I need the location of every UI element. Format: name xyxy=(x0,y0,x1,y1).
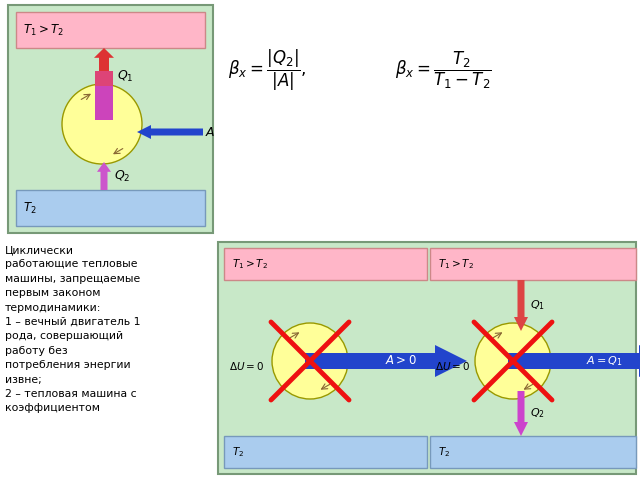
Bar xyxy=(16,190,205,226)
Polygon shape xyxy=(94,48,114,76)
Text: $A = Q_1$: $A = Q_1$ xyxy=(586,354,623,368)
Bar xyxy=(224,436,427,468)
Text: $Q_2$: $Q_2$ xyxy=(114,168,131,183)
Text: $\beta_x = \dfrac{|Q_2|}{|A|},$: $\beta_x = \dfrac{|Q_2|}{|A|},$ xyxy=(228,48,307,93)
Text: $T_1 > T_2$: $T_1 > T_2$ xyxy=(232,257,268,271)
Bar xyxy=(95,76,113,120)
Bar xyxy=(16,12,205,48)
Text: $T_2$: $T_2$ xyxy=(23,201,36,216)
Bar xyxy=(430,248,636,280)
Text: $A > 0$: $A > 0$ xyxy=(385,355,417,368)
Polygon shape xyxy=(514,391,528,436)
Bar xyxy=(430,436,636,468)
Bar xyxy=(95,71,113,86)
Bar xyxy=(218,242,636,474)
Text: $T_2$: $T_2$ xyxy=(438,445,450,459)
Bar xyxy=(8,5,213,233)
Text: $T_1 > T_2$: $T_1 > T_2$ xyxy=(438,257,474,271)
Text: $A$: $A$ xyxy=(205,125,215,139)
Polygon shape xyxy=(514,280,528,331)
Polygon shape xyxy=(305,345,467,377)
Circle shape xyxy=(272,323,348,399)
Polygon shape xyxy=(508,345,640,377)
Text: Циклически
работающие тепловые
машины, запрещаемые
первым законом
термодинамики:: Циклически работающие тепловые машины, з… xyxy=(5,245,141,413)
Text: $T_2$: $T_2$ xyxy=(232,445,244,459)
Bar xyxy=(224,248,427,280)
Text: $Q_2$: $Q_2$ xyxy=(530,407,545,420)
Polygon shape xyxy=(97,162,111,190)
Text: $Q_1$: $Q_1$ xyxy=(530,299,545,312)
Text: $\beta_x = \dfrac{T_2}{T_1 - T_2}$: $\beta_x = \dfrac{T_2}{T_1 - T_2}$ xyxy=(395,49,492,91)
Polygon shape xyxy=(137,125,203,139)
Text: $Q_1$: $Q_1$ xyxy=(117,69,134,84)
Text: $\Delta U = 0$: $\Delta U = 0$ xyxy=(435,360,470,372)
Text: $\Delta U = 0$: $\Delta U = 0$ xyxy=(229,360,264,372)
Circle shape xyxy=(475,323,551,399)
Text: $T_1 > T_2$: $T_1 > T_2$ xyxy=(23,23,64,37)
Circle shape xyxy=(62,84,142,164)
